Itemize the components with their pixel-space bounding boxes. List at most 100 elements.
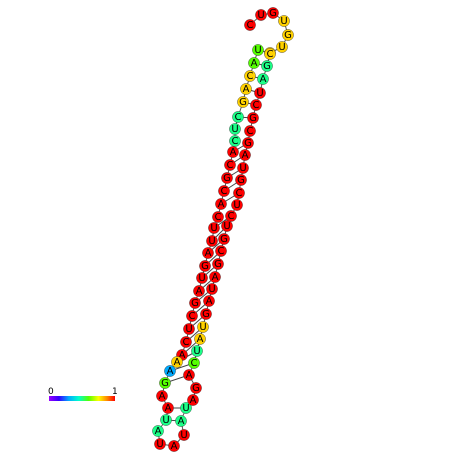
nucleotide-circle — [206, 283, 218, 295]
nucleotide: U — [237, 162, 249, 174]
nucleotide-base-label: G — [201, 261, 209, 272]
nucleotide: G — [159, 377, 171, 389]
nucleotide-circle — [152, 425, 164, 437]
nucleotide: A — [164, 365, 176, 377]
nucleotide-base-label: U — [223, 221, 230, 232]
nucleotide-base-label: G — [237, 175, 245, 186]
nucleotide: A — [162, 402, 174, 414]
nucleotide-circle — [237, 162, 249, 174]
nucleotide-circle — [248, 57, 260, 69]
nucleotide-circle — [244, 70, 256, 82]
nucleotide: A — [194, 333, 206, 345]
nucleotide: U — [154, 438, 166, 450]
nucleotide: A — [193, 285, 205, 297]
nucleotide-base-label: C — [232, 136, 239, 147]
nucleotide-base-label: A — [155, 426, 162, 437]
nucleotide-circle — [183, 323, 195, 335]
nucleotide: G — [189, 297, 201, 309]
nucleotide-base-label: G — [284, 30, 292, 41]
nucleotide-base-label: U — [162, 415, 169, 426]
nucleotide-circle — [196, 272, 208, 284]
nucleotide: A — [257, 73, 269, 85]
nucleotide-circle — [231, 199, 243, 211]
nucleotide: U — [229, 123, 241, 135]
nucleotide: C — [218, 185, 230, 197]
nucleotide-base-label: C — [247, 126, 254, 137]
nucleotide-circle — [221, 172, 233, 184]
nucleotide-circle — [267, 7, 279, 19]
nucleotide-base-label: A — [179, 350, 186, 361]
nucleotide-circle — [235, 174, 247, 186]
nucleotide-base-label: U — [208, 236, 215, 247]
nucleotide: G — [267, 7, 279, 19]
nucleotide: U — [178, 429, 190, 441]
nucleotide-base-label: G — [223, 173, 231, 184]
nucleotide: C — [264, 48, 276, 60]
color-scale-bar — [49, 396, 115, 401]
nucleotide-base-label: C — [228, 211, 235, 222]
nucleotide-base-label: C — [183, 337, 190, 348]
nucleotide-circle — [206, 235, 218, 247]
nucleotide-base-label: C — [218, 246, 225, 257]
color-scale-min-label: 0 — [48, 387, 54, 397]
nucleotide: A — [171, 356, 183, 368]
nucleotide-circle — [242, 137, 254, 149]
nucleotide: G — [237, 96, 249, 108]
nucleotide-base-label: A — [167, 366, 174, 377]
nucleotide-circle — [244, 19, 256, 31]
nucleotide: A — [227, 146, 239, 158]
nucleotide-circle — [233, 187, 245, 199]
nucleotide-circle — [212, 258, 224, 270]
nucleotide: U — [254, 87, 266, 99]
nucleotide-circle — [229, 123, 241, 135]
nucleotide-base-label: A — [165, 403, 172, 414]
nucleotide-circle — [164, 365, 176, 377]
nucleotide: G — [218, 233, 230, 245]
nucleotide-base-label: U — [182, 403, 189, 414]
nucleotide: U — [196, 272, 208, 284]
nucleotide: U — [231, 199, 243, 211]
nucleotide-circle — [190, 382, 202, 394]
nucleotide-base-label: A — [186, 370, 193, 381]
nucleotide-base-label: A — [171, 441, 178, 452]
nucleotide-circle — [200, 308, 212, 320]
nucleotide: G — [199, 260, 211, 272]
nucleotide-circle — [240, 83, 252, 95]
nucleotide: U — [197, 321, 209, 333]
nucleotide: A — [215, 198, 227, 210]
nucleotide-base-label: A — [174, 357, 181, 368]
nucleotide-base-label: C — [215, 212, 222, 223]
nucleotide-base-label: U — [254, 45, 261, 56]
nucleotide-base-label: A — [243, 84, 250, 95]
nucleotide-circle — [183, 369, 195, 381]
nucleotide: A — [202, 247, 214, 259]
nucleotide-circle — [276, 41, 288, 53]
nucleotide: G — [261, 60, 273, 72]
nucleotide: U — [255, 9, 267, 21]
nucleotide-base-label: A — [205, 248, 212, 259]
nucleotide-base-label: U — [257, 10, 264, 21]
nucleotide: A — [187, 394, 199, 406]
nucleotide: A — [152, 425, 164, 437]
nucleotide-circle — [264, 48, 276, 60]
nucleotide-base-label: U — [180, 430, 187, 441]
nucleotide-circle — [225, 210, 237, 222]
nucleotide: A — [175, 415, 187, 427]
nucleotide-base-label: U — [198, 273, 205, 284]
nucleotide-circle — [212, 211, 224, 223]
nucleotide-circle — [156, 390, 168, 402]
nucleotide-circle — [215, 245, 227, 257]
nucleotide-circle — [208, 222, 220, 234]
nucleotide-base-label: C — [267, 49, 274, 60]
nucleotide-base-label: U — [256, 88, 263, 99]
nucleotide: C — [229, 135, 241, 147]
nucleotide: G — [282, 29, 294, 41]
nucleotide: U — [180, 402, 192, 414]
nucleotide-circle — [187, 394, 199, 406]
nucleotide-circle — [175, 415, 187, 427]
nucleotide: A — [248, 57, 260, 69]
nucleotide-base-label: C — [227, 160, 234, 171]
nucleotide-base-label: G — [263, 61, 271, 72]
nucleotide-base-label: A — [212, 272, 219, 283]
nucleotide-base-label: G — [269, 8, 277, 19]
